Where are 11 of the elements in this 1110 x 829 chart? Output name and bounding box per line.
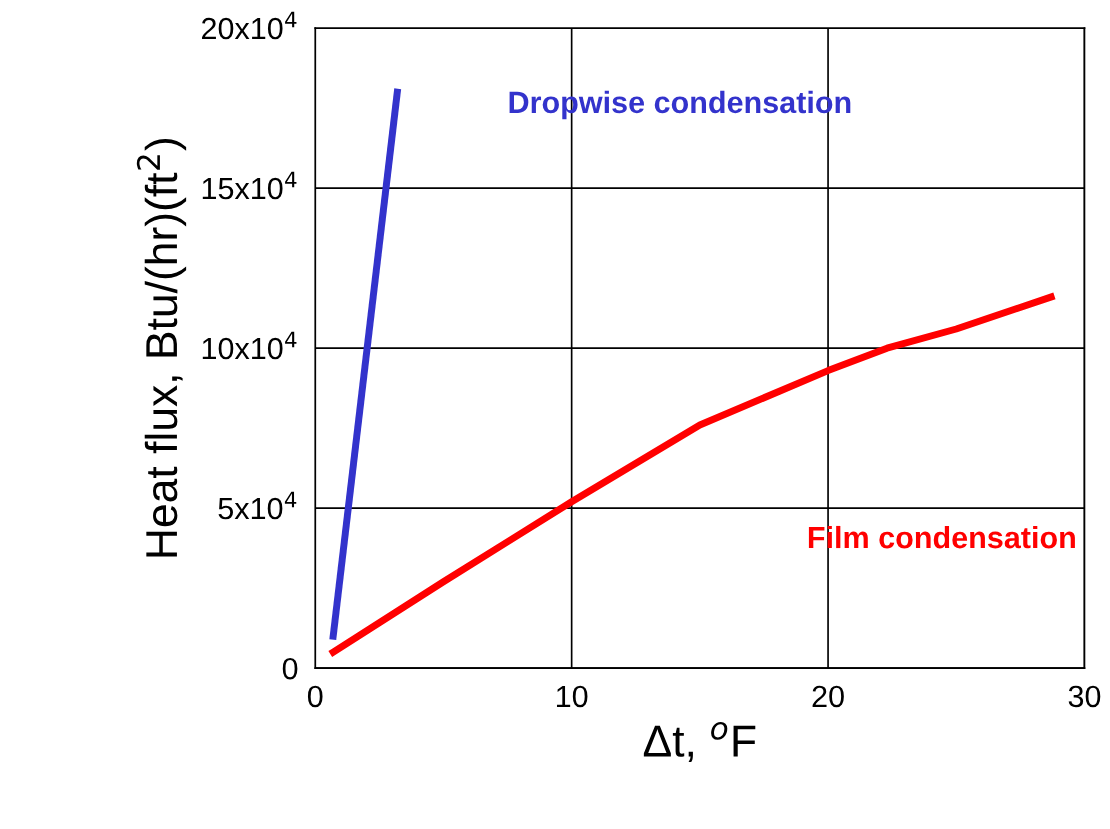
y-tick-label: 5x10$^{4}$ xyxy=(218,491,297,520)
y-tick-label: 20x10$^{4}$ xyxy=(202,11,297,40)
y-tick-label: 0 xyxy=(282,657,298,680)
x-tick-label: 20 xyxy=(812,685,844,708)
y-tick-label: 15x10$^{4}$ xyxy=(202,171,297,200)
y-axis-title: Heat flux, Btu/(hr)(ft$^{2}$) xyxy=(136,138,187,557)
y-tick-label: 10x10$^{4}$ xyxy=(202,331,297,360)
x-tick-label: 30 xyxy=(1068,685,1101,708)
x-tick-label: 10 xyxy=(556,685,588,708)
x-tick-label: 0 xyxy=(307,685,323,708)
x-axis-title: Δt, $^{o}$F xyxy=(643,721,756,763)
